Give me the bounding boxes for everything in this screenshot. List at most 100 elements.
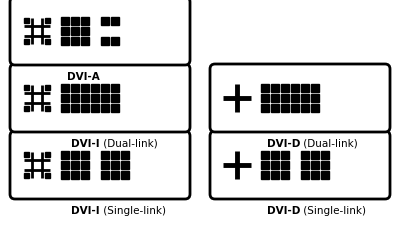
Bar [81,104,88,112]
Bar [281,161,288,169]
Bar [24,106,29,111]
Bar [61,171,68,179]
FancyBboxPatch shape [10,131,190,199]
Bar [81,94,88,102]
Text: DVI-I: DVI-I [71,206,100,216]
Bar [81,37,88,45]
Bar [101,104,108,112]
Bar [71,94,78,102]
FancyBboxPatch shape [210,131,390,199]
Bar [111,94,118,102]
Bar [71,171,78,179]
Bar [71,161,78,169]
Text: (Single-link): (Single-link) [100,206,166,216]
Bar [271,104,278,112]
Bar [281,84,288,92]
Bar [311,171,318,179]
Bar [111,161,118,169]
Bar [71,151,78,159]
Bar [81,151,88,159]
Bar [45,152,50,157]
Text: DVI-D: DVI-D [267,206,300,216]
Text: (Single-link): (Single-link) [300,206,366,216]
Bar [81,171,88,179]
Bar [271,171,278,179]
Bar [24,39,29,44]
Bar [91,104,98,112]
Bar [71,84,78,92]
Bar [311,161,318,169]
Bar [61,27,68,35]
Bar [101,171,108,179]
Text: (Dual-link): (Dual-link) [300,139,358,149]
Bar [301,171,308,179]
Bar [71,104,78,112]
Bar [321,151,328,159]
Bar [61,161,68,169]
Bar [301,104,308,112]
Text: (Dual-link): (Dual-link) [100,139,158,149]
Bar [111,17,118,25]
Bar [111,151,118,159]
Bar [121,161,128,169]
Bar [45,18,50,23]
Bar [271,161,278,169]
Bar [81,161,88,169]
Bar [61,104,68,112]
Bar [301,84,308,92]
Bar [101,37,108,45]
Bar [61,37,68,45]
Bar [91,84,98,92]
Bar [281,151,288,159]
Bar [111,171,118,179]
Bar [271,94,278,102]
Bar [71,27,78,35]
Bar [121,151,128,159]
Bar [291,84,298,92]
Bar [81,17,88,25]
Bar [261,84,268,92]
Bar [111,104,118,112]
Bar [311,151,318,159]
Bar [91,94,98,102]
Bar [111,37,118,45]
Bar [71,37,78,45]
Bar [261,94,268,102]
Bar [301,161,308,169]
Bar [45,85,50,90]
Bar [301,151,308,159]
FancyBboxPatch shape [10,64,190,132]
Bar [61,94,68,102]
Text: DVI-A: DVI-A [67,72,100,82]
Bar [311,104,318,112]
Bar [24,152,29,157]
Bar [45,106,50,111]
Bar [301,94,308,102]
Bar [101,161,108,169]
Bar [311,94,318,102]
Text: DVI-I: DVI-I [71,139,100,149]
Bar [101,151,108,159]
FancyBboxPatch shape [210,64,390,132]
Bar [271,151,278,159]
Bar [101,94,108,102]
FancyBboxPatch shape [10,0,190,65]
Bar [261,161,268,169]
Bar [24,85,29,90]
Bar [291,94,298,102]
Bar [281,94,288,102]
Bar [45,173,50,178]
Bar [61,17,68,25]
Bar [61,84,68,92]
Bar [281,104,288,112]
Bar [101,84,108,92]
Bar [111,84,118,92]
Bar [311,84,318,92]
Bar [291,104,298,112]
Bar [24,173,29,178]
Bar [81,27,88,35]
Bar [121,171,128,179]
Bar [281,171,288,179]
Bar [24,18,29,23]
Bar [61,151,68,159]
